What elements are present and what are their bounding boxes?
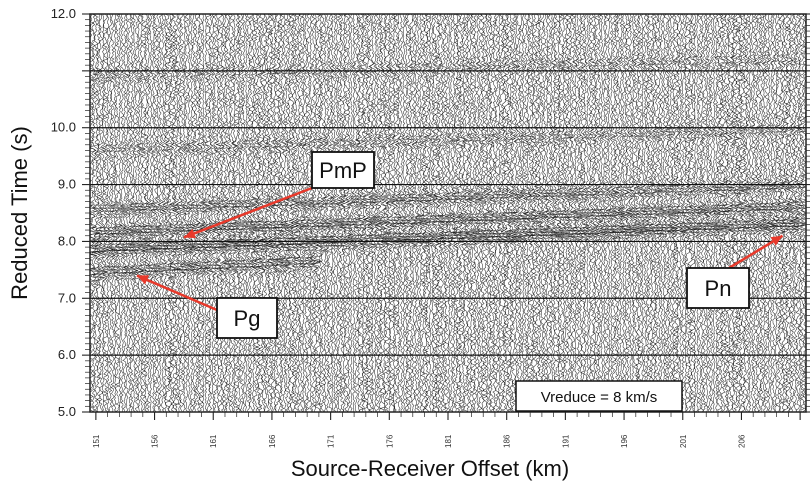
x-tick-label: 171 xyxy=(327,434,336,448)
x-tick-label: 196 xyxy=(620,434,629,448)
y-tick-label: 7.0 xyxy=(58,290,76,305)
annotation-pmp: PmP xyxy=(183,151,375,239)
arrow-head xyxy=(136,275,150,285)
y-tick-label: 10.0 xyxy=(51,120,76,135)
y-axis-ticks: 12.0 10.0 9.0 8.0 7.0 6.0 5.0 xyxy=(51,6,810,419)
annotation-label: Pn xyxy=(705,276,732,301)
x-tick-label: 191 xyxy=(561,434,570,448)
annotations: PmP Pg Pn Vreduce = 8 km/s xyxy=(136,151,784,412)
annotation-label: PmP xyxy=(319,158,367,183)
arrow-head xyxy=(183,228,196,239)
annotation-box xyxy=(686,267,750,309)
note-text: Vreduce = 8 km/s xyxy=(541,389,658,406)
annotation-box xyxy=(311,151,375,189)
x-tick-label: 201 xyxy=(679,434,688,448)
arrow-head xyxy=(770,235,783,246)
x-axis-ticks: 151 156 161 166 171 176 181 186 191 196 201 206 xyxy=(92,412,801,448)
x-tick-label: 206 xyxy=(737,434,746,448)
y-tick-label: 5.0 xyxy=(58,404,76,419)
annotation-pg: Pg xyxy=(136,274,278,339)
x-tick-label: 181 xyxy=(444,434,453,448)
seismic-traces xyxy=(90,14,806,412)
arrow-line xyxy=(136,274,218,312)
x-tick-label: 156 xyxy=(151,434,160,448)
y-tick-label: 12.0 xyxy=(51,6,76,21)
x-tick-label: 186 xyxy=(503,434,512,448)
note-box xyxy=(515,380,683,412)
arrow-line xyxy=(183,186,313,239)
y-tick-label: 6.0 xyxy=(58,347,76,362)
annotation-label: Pg xyxy=(234,306,261,331)
x-tick-label: 176 xyxy=(385,434,394,448)
x-tick-label: 151 xyxy=(92,434,101,448)
vreduce-note: Vreduce = 8 km/s xyxy=(515,380,683,412)
y-tick-label: 9.0 xyxy=(58,177,76,192)
y-tick-label: 8.0 xyxy=(58,233,76,248)
x-axis-label: Source-Receiver Offset (km) xyxy=(290,456,570,481)
x-tick-label: 166 xyxy=(268,434,277,448)
annotation-box xyxy=(216,297,278,339)
y-axis-label: Reduced Time (s) xyxy=(7,126,32,300)
x-tick-label: 161 xyxy=(209,434,218,448)
annotation-pn: Pn xyxy=(686,234,784,309)
